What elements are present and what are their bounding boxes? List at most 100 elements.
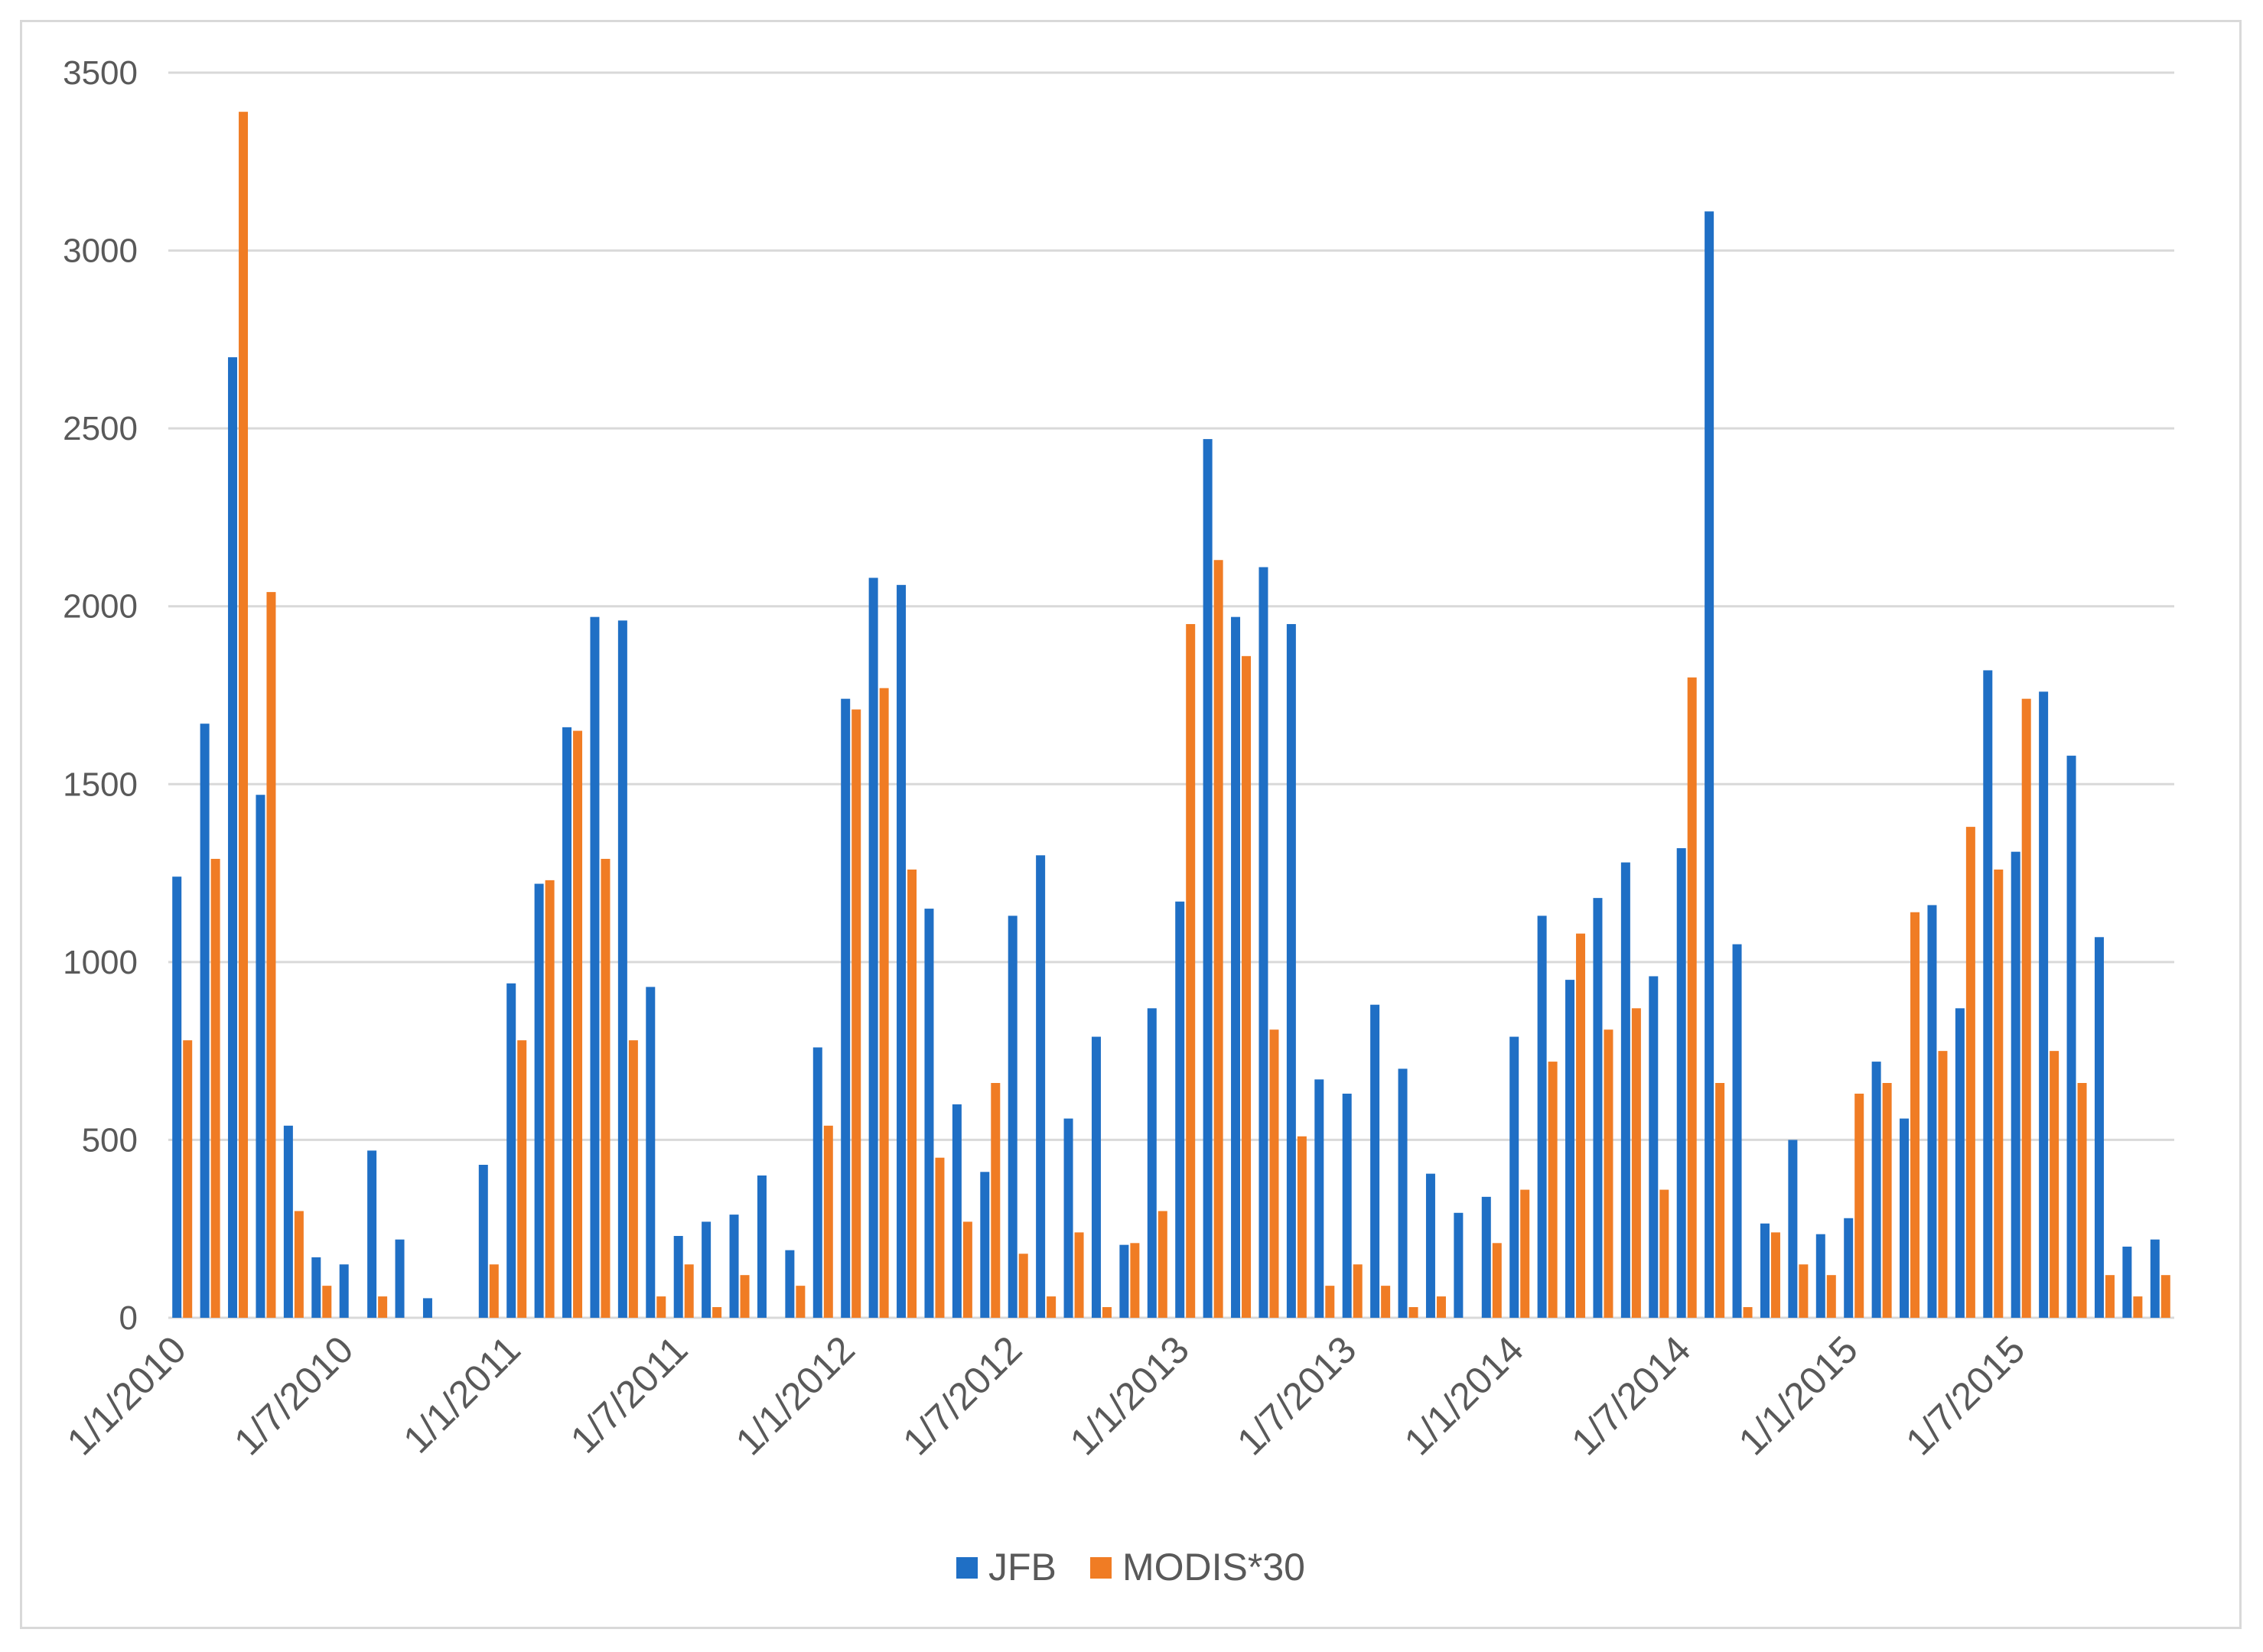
- bar-jfb: [1676, 848, 1686, 1318]
- gridlines: [168, 71, 2174, 1319]
- bar-jfb: [172, 876, 182, 1318]
- bar-jfb: [311, 1257, 321, 1318]
- bar-modis: [239, 112, 249, 1318]
- bar-jfb: [1286, 623, 1296, 1318]
- bar-modis: [2133, 1296, 2143, 1318]
- x-tick-label: 1/7/2012: [894, 1328, 1030, 1463]
- bar-modis: [1297, 1136, 1307, 1318]
- bar-jfb: [1705, 211, 1714, 1318]
- bar-modis: [1436, 1296, 1446, 1318]
- x-tick-label: 1/7/2014: [1563, 1328, 1698, 1463]
- bar-modis: [601, 858, 611, 1318]
- bar-jfb: [702, 1221, 711, 1318]
- bar-jfb: [1008, 915, 1018, 1318]
- bar-jfb: [1258, 567, 1268, 1318]
- bar-modis: [1548, 1062, 1558, 1318]
- x-tick-label: 1/1/2014: [1396, 1328, 1532, 1463]
- bar-jfb: [1509, 1036, 1519, 1318]
- series-modis: [183, 112, 2170, 1318]
- bar-modis: [1770, 1232, 1780, 1318]
- x-tick-label: 1/7/2010: [226, 1328, 361, 1463]
- bar-jfb: [506, 983, 516, 1318]
- bar-modis: [796, 1286, 806, 1318]
- bar-modis: [1130, 1243, 1140, 1318]
- bar-jfb: [1900, 1118, 1910, 1318]
- bar-modis: [1074, 1232, 1084, 1318]
- bar-modis: [1047, 1296, 1057, 1318]
- bar-jfb: [228, 357, 238, 1319]
- bar-modis: [1687, 677, 1697, 1318]
- bar-jfb: [478, 1164, 488, 1318]
- bar-jfb: [1537, 915, 1547, 1318]
- bar-modis: [1576, 933, 1586, 1318]
- bar-jfb: [757, 1175, 767, 1318]
- bar-modis: [1102, 1307, 1112, 1318]
- bar-modis: [2160, 1275, 2170, 1318]
- bar-jfb: [256, 795, 265, 1318]
- y-tick-label: 1500: [63, 766, 138, 803]
- bar-jfb: [952, 1104, 962, 1318]
- bar-modis: [1158, 1211, 1167, 1318]
- bar-modis: [991, 1083, 1001, 1318]
- x-tick-label: 1/1/2011: [395, 1328, 529, 1462]
- bar-jfb: [2122, 1246, 2132, 1318]
- legend: JFB MODIS*30: [956, 1546, 1305, 1589]
- bar-jfb: [422, 1298, 432, 1318]
- bar-modis: [1631, 1008, 1641, 1318]
- x-tick-label: 1/1/2015: [1731, 1328, 1866, 1463]
- bar-modis: [1882, 1083, 1892, 1318]
- bar-jfb: [1314, 1079, 1324, 1318]
- bar-jfb: [1844, 1218, 1854, 1318]
- bar-modis: [1492, 1243, 1502, 1318]
- bar-modis: [266, 592, 276, 1318]
- x-tick-label: 1/1/2013: [1062, 1328, 1197, 1463]
- bar-jfb: [339, 1264, 349, 1318]
- bar-modis: [210, 858, 220, 1318]
- bar-modis: [740, 1275, 750, 1318]
- bar-jfb: [924, 909, 934, 1318]
- bar-jfb: [1593, 898, 1603, 1318]
- series-jfb: [172, 211, 2160, 1319]
- y-tick-label: 2500: [63, 410, 138, 447]
- bar-jfb: [1565, 980, 1575, 1318]
- bar-jfb: [2011, 851, 2020, 1318]
- bar-jfb: [1203, 439, 1213, 1318]
- bar-modis: [545, 880, 555, 1318]
- x-axis-tick-labels: 1/1/2010 1/7/2010 1/1/2011 1/7/2011 1/1/2012…: [59, 1328, 2033, 1463]
- bar-jfb: [2094, 937, 2104, 1318]
- bar-modis: [1269, 1029, 1279, 1318]
- y-tick-label: 0: [119, 1299, 138, 1337]
- y-tick-label: 1000: [63, 944, 138, 981]
- bar-modis: [684, 1264, 694, 1318]
- bar-modis: [1213, 560, 1223, 1318]
- bar-modis: [1018, 1254, 1028, 1318]
- bar-jfb: [812, 1047, 822, 1318]
- legend-item-modis: MODIS*30: [1090, 1546, 1305, 1589]
- x-tick-label: 1/7/2015: [1897, 1328, 2033, 1463]
- bar-jfb: [980, 1172, 990, 1318]
- bar-jfb: [590, 616, 600, 1318]
- bar-jfb: [1983, 670, 1993, 1318]
- bar-modis: [1854, 1093, 1864, 1318]
- bar-modis: [1826, 1275, 1836, 1318]
- bar-jfb: [1036, 855, 1046, 1318]
- bar-jfb: [200, 724, 210, 1318]
- bar-jfb: [2150, 1239, 2160, 1318]
- bar-jfb: [1063, 1118, 1073, 1318]
- bar-jfb: [1231, 616, 1241, 1318]
- bar-jfb: [2039, 691, 2049, 1318]
- bar-jfb: [841, 698, 851, 1318]
- bar-modis: [517, 1040, 527, 1318]
- chart-frame: [20, 20, 2242, 1629]
- y-tick-label: 2000: [63, 588, 138, 626]
- bar-modis: [1659, 1189, 1669, 1318]
- x-tick-label: 1/7/2013: [1229, 1328, 1364, 1463]
- bar-jfb: [1760, 1223, 1770, 1318]
- bar-modis: [1743, 1307, 1753, 1318]
- bar-jfb: [1342, 1093, 1352, 1318]
- bars: [172, 112, 2170, 1319]
- bar-jfb: [1481, 1196, 1491, 1318]
- bar-modis: [907, 869, 917, 1318]
- bar-modis: [1381, 1286, 1391, 1318]
